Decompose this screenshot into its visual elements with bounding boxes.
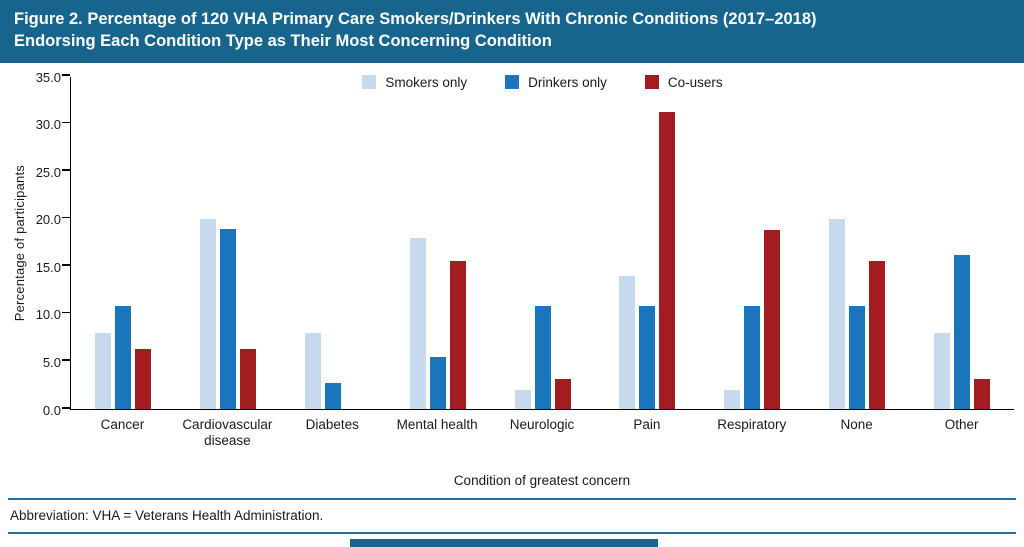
bar-other-drinkers-only (953, 254, 970, 409)
bar-cardiovascular-disease-co-users (240, 348, 257, 409)
x-axis-category-labels: Cancer Cardiovascular disease Diabetes Ment… (70, 410, 1014, 449)
chart-legend: Smokers only Drinkers only Co-users (71, 75, 1014, 90)
bar-none-drinkers-only (848, 306, 865, 409)
bar-diabetes-smokers-only (304, 332, 321, 409)
bar-pain-co-users (659, 111, 676, 409)
bar-pain-drinkers-only (639, 306, 656, 409)
y-tick-mark (62, 74, 70, 76)
y-tick-label: 15.0 (35, 259, 61, 275)
bar-cancer-co-users (135, 348, 152, 409)
bar-respiratory-drinkers-only (744, 306, 761, 409)
x-category-label-pain: Pain (633, 416, 661, 432)
legend-label-smokers-only: Smokers only (385, 74, 468, 90)
y-tick-label: 0.0 (42, 402, 61, 418)
bar-group-pain (595, 77, 700, 409)
y-tick-mark (62, 216, 70, 219)
bar-cancer-drinkers-only (115, 306, 132, 409)
bar-respiratory-smokers-only (724, 389, 741, 409)
legend-swatch-co-users (644, 75, 659, 90)
bar-pain-smokers-only (619, 275, 636, 409)
figure-title-bar: Figure 2. Percentage of 120 VHA Primary … (0, 0, 1024, 63)
y-tick-mark (62, 311, 70, 314)
bar-chart: Percentage of participants 0.0 5.0 10.0 15.… (8, 70, 1014, 488)
y-tick-label: 5.0 (42, 354, 61, 370)
bar-other-co-users (973, 379, 990, 409)
bar-cardiovascular-disease-drinkers-only (220, 229, 237, 409)
legend-item-drinkers-only: Drinkers only (505, 75, 607, 90)
bar-cardiovascular-disease-smokers-only (200, 218, 217, 409)
x-axis-label: Condition of greatest concern (453, 472, 631, 488)
y-tick-label: 35.0 (35, 69, 61, 85)
bar-neurologic-co-users (554, 379, 571, 409)
y-tick-label: 20.0 (35, 212, 61, 228)
legend-label-co-users: Co-users (667, 74, 723, 90)
y-tick-mark (62, 264, 70, 266)
bar-mental-health-smokers-only (409, 237, 426, 409)
legend-swatch-smokers-only (362, 75, 377, 90)
bar-group-other (909, 77, 1014, 409)
legend-label-drinkers-only: Drinkers only (528, 74, 607, 90)
bar-none-smokers-only (828, 218, 845, 409)
figure-footer: Abbreviation: VHA = Veterans Health Admi… (8, 498, 1016, 547)
x-category-label-diabetes: Diabetes (305, 416, 359, 432)
bar-groups (71, 77, 1014, 409)
legend-item-smokers-only: Smokers only (362, 75, 467, 90)
y-axis-tick-labels: 0.0 5.0 10.0 15.0 20.0 25.0 30.0 35.0 (30, 70, 70, 418)
y-tick-label: 25.0 (35, 164, 61, 180)
y-tick-mark (62, 407, 70, 409)
bar-none-co-users (868, 260, 885, 409)
x-category-label-cardiovascular-disease: Cardiovascular disease (182, 416, 273, 448)
legend-swatch-drinkers-only (505, 75, 520, 90)
bar-respiratory-co-users (764, 230, 781, 409)
y-tick-label: 30.0 (35, 117, 61, 133)
x-category-label-mental-health: Mental health (396, 416, 478, 432)
legend-item-co-users: Co-users (644, 74, 723, 90)
bar-group-neurologic (490, 77, 595, 409)
y-axis-label-wrap: Percentage of participants (8, 77, 30, 410)
bar-group-none (804, 77, 909, 409)
x-category-label-none: None (840, 416, 873, 432)
bar-neurologic-drinkers-only (534, 306, 551, 409)
footer-rule-top (8, 498, 1016, 500)
y-axis-label: Percentage of participants (11, 164, 27, 322)
bar-other-smokers-only (933, 332, 950, 409)
y-tick-mark (62, 121, 70, 124)
bar-diabetes-drinkers-only (324, 382, 341, 409)
abbreviation-note: Abbreviation: VHA = Veterans Health Admi… (10, 508, 324, 523)
x-category-label-neurologic: Neurologic (509, 416, 575, 432)
y-tick-label: 10.0 (35, 307, 61, 323)
plot-row: Percentage of participants 0.0 5.0 10.0 15.… (8, 70, 1014, 488)
bar-group-respiratory (700, 77, 805, 409)
bar-group-mental-health (385, 77, 490, 409)
bar-cancer-smokers-only (95, 332, 112, 409)
bar-group-cancer (71, 77, 176, 409)
x-category-label-respiratory: Respiratory (717, 416, 787, 432)
next-section-partial-bar (350, 539, 658, 547)
footer-rule-bottom (8, 532, 1016, 534)
bar-group-cardiovascular-disease (176, 77, 281, 409)
plot-area: Smokers only Drinkers only Co-users (62, 74, 1014, 410)
bar-group-diabetes (281, 77, 386, 409)
figure-title-line1: Figure 2. Percentage of 120 VHA Primary … (14, 10, 817, 28)
bar-mental-health-co-users (449, 260, 466, 409)
bar-neurologic-smokers-only (514, 389, 531, 409)
y-tick-mark (62, 169, 70, 171)
x-category-label-other: Other (944, 416, 979, 432)
bar-mental-health-drinkers-only (429, 357, 446, 409)
plot-wrap: Smokers only Drinkers only Co-users Cancer… (62, 74, 1014, 488)
x-category-label-cancer: Cancer (100, 416, 145, 432)
figure-title-line2: Endorsing Each Condition Type as Their M… (14, 31, 552, 50)
y-tick-mark (62, 359, 70, 361)
